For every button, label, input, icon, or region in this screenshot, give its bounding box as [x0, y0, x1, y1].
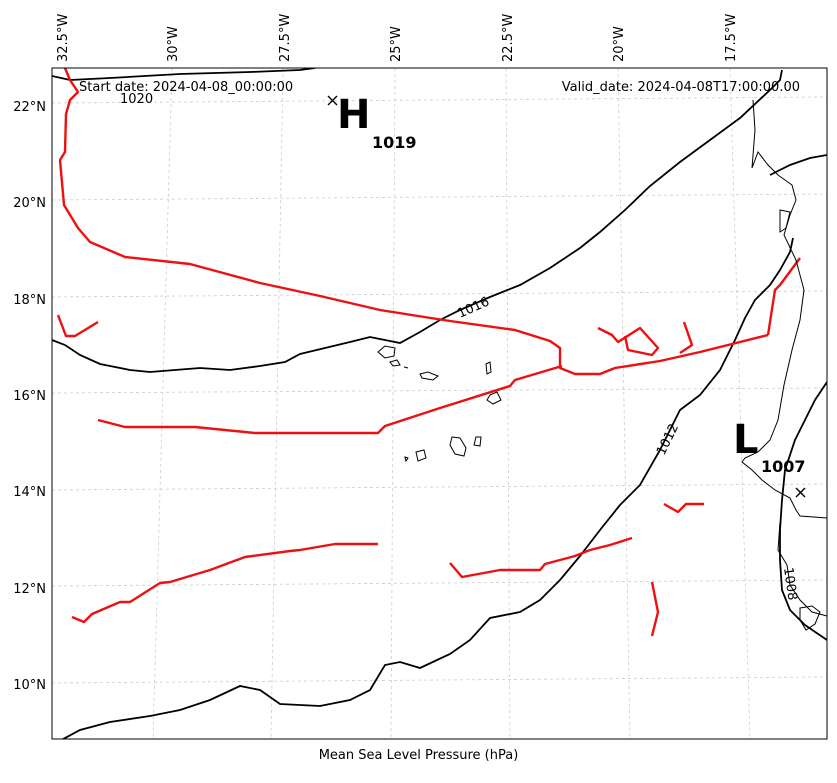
trough-north [58, 68, 769, 376]
cape-verde-brava [404, 456, 409, 463]
high-symbol: H [337, 92, 370, 138]
trough-east [766, 257, 801, 336]
map-frame [51, 67, 828, 740]
isobar-1020 [52, 68, 316, 81]
troughs [56, 68, 801, 637]
cape-verde-sao-vicente [389, 359, 401, 367]
trough-south-c [663, 502, 704, 514]
cape-verde-sal [485, 361, 492, 375]
trough-mid [97, 364, 563, 435]
high-pressure-center: H 1019 [327, 92, 417, 152]
cape-verde-maio [473, 436, 482, 447]
trough-north-c [679, 321, 694, 354]
trough-south [71, 542, 378, 624]
isobar-1016 [52, 69, 783, 373]
lon-label: 25°W [389, 26, 404, 62]
isobar-label-1008: 1008 [780, 566, 799, 601]
trough-small [56, 314, 99, 338]
lon-label: 20°W [612, 26, 627, 62]
trough-south-d [650, 581, 660, 637]
isobar-label-1016: 1016 [456, 294, 492, 321]
cape-verde-santo-antao [377, 345, 396, 359]
isobar-1008-north [769, 154, 827, 176]
isobar-label-1020: 1020 [120, 92, 153, 107]
high-value: 1019 [372, 133, 417, 152]
lat-label: 20°N [13, 196, 46, 211]
lon-label: 32.5°W [56, 14, 71, 62]
isobar-label-1012: 1012 [654, 421, 682, 457]
longitude-labels: 32.5°W 30°W 27.5°W 25°W 22.5°W 20°W 17.5… [56, 14, 739, 62]
isobar-1008 [779, 381, 827, 641]
lat-label: 14°N [13, 485, 46, 500]
africa-coastline [741, 99, 827, 519]
coastlines [377, 99, 827, 631]
lat-label: 18°N [13, 293, 46, 308]
trough-north-b [597, 326, 660, 357]
lon-label: 22.5°W [501, 14, 516, 62]
cape-verde-santiago [449, 436, 467, 457]
isobars [52, 68, 827, 739]
lat-label: 10°N [13, 678, 46, 693]
map-caption: Mean Sea Level Pressure (hPa) [318, 748, 519, 763]
isobar-labels: 1020 1016 1012 1008 [120, 92, 799, 601]
low-symbol: L [733, 417, 759, 463]
low-center-marker-icon [795, 487, 806, 498]
guinea-islands [799, 605, 821, 631]
start-date-label: Start date: 2024-04-08_00:00:00 [79, 80, 293, 95]
cape-verde-sao-nicolau [419, 371, 439, 381]
low-value: 1007 [761, 457, 806, 476]
isobar-1012 [61, 237, 794, 739]
lon-label: 27.5°W [278, 14, 293, 62]
lat-label: 12°N [13, 582, 46, 597]
cape-verde-santa-luzia [403, 366, 409, 369]
lat-label: 22°N [13, 100, 46, 115]
senegal-inlet [779, 209, 791, 233]
valid-date-label: Valid_date: 2024-04-08T17:00:00.00 [562, 80, 800, 95]
trough-south-b [449, 536, 633, 579]
cape-verde-fogo [415, 449, 427, 462]
latitude-labels: 22°N 20°N 18°N 16°N 14°N 12°N 10°N [13, 100, 46, 693]
lon-label: 30°W [166, 26, 181, 62]
graticule [52, 68, 827, 739]
cape-verde-boa-vista [486, 391, 502, 405]
lat-label: 16°N [13, 389, 46, 404]
africa-coast-south [777, 521, 827, 617]
high-center-marker-icon [327, 95, 338, 106]
low-pressure-center: L 1007 [733, 417, 806, 498]
lon-label: 17.5°W [724, 14, 739, 62]
